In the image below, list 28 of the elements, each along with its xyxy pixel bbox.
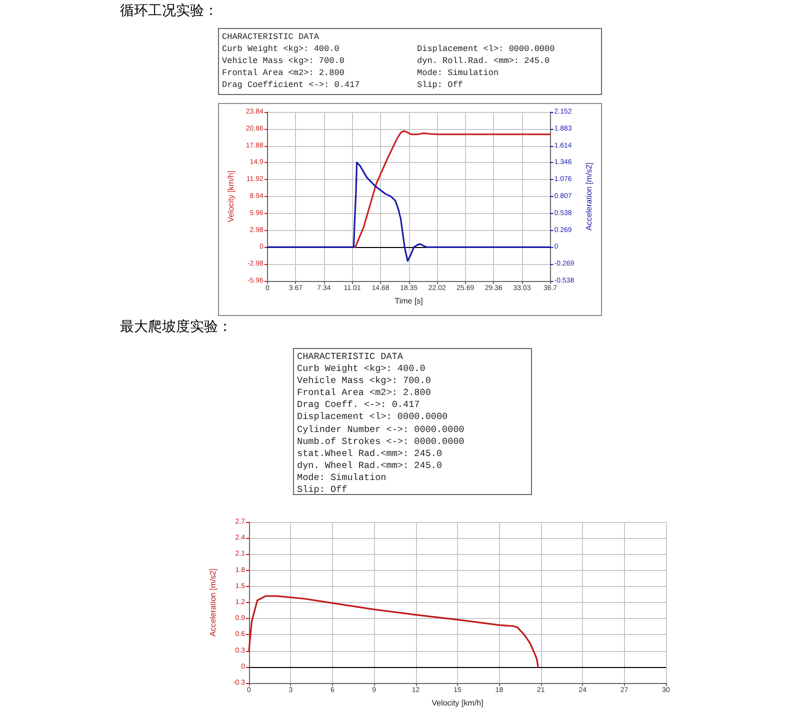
text: Frontal Area <m2>: 2.800 <box>297 387 432 400</box>
text: Drag Coeff. <->: 0.417 <box>297 399 421 412</box>
text: Drag Coefficient <->: 0.417 <box>222 79 361 91</box>
text: Curb Weight <kg>: 400.0 <box>297 363 426 376</box>
y2-axis-title: Acceleration [m/s2] <box>584 162 594 231</box>
x-axis-title: Velocity [km/h] <box>432 698 484 708</box>
y-axis-title: Velocity [km/h] <box>226 170 236 222</box>
text: 循环工况实验： <box>120 2 218 20</box>
text: dyn. Roll.Rad. <mm>: 245.0 <box>417 55 551 67</box>
text: dyn. Wheel Rad.<mm>: 245.0 <box>297 460 444 472</box>
text: Numb.of Strokes <->: 0000.0000 <box>297 436 466 448</box>
text: Slip: Off <box>297 484 348 496</box>
text: Vehicle Mass <kg>: 700.0 <box>297 375 432 388</box>
text: stat.Wheel Rad.<mm>: 245.0 <box>297 448 444 460</box>
text: CHARACTERISTIC DATA <box>222 31 320 43</box>
text: Frontal Area <m2>: 2.800 <box>222 67 346 79</box>
text: Curb Weight <kg>: 400.0 <box>222 43 340 55</box>
text: Cylinder Number <->: 0000.0000 <box>297 424 466 436</box>
text: Mode: Simulation <box>297 472 388 484</box>
text: Mode: Simulation <box>417 67 500 79</box>
text: CHARACTERISTIC DATA <box>297 351 404 364</box>
x-axis-title: Time [s] <box>394 296 423 306</box>
text: Vehicle Mass <kg>: 700.0 <box>222 55 346 67</box>
text: Displacement <l>: 0000.0000 <box>297 411 449 424</box>
text: 最大爬坡度实验： <box>120 318 232 336</box>
text: Slip: Off <box>417 79 464 91</box>
y-axis-title: Acceleration [m/s2] <box>208 568 218 637</box>
text: Displacement <l>: 0000.0000 <box>417 43 555 55</box>
